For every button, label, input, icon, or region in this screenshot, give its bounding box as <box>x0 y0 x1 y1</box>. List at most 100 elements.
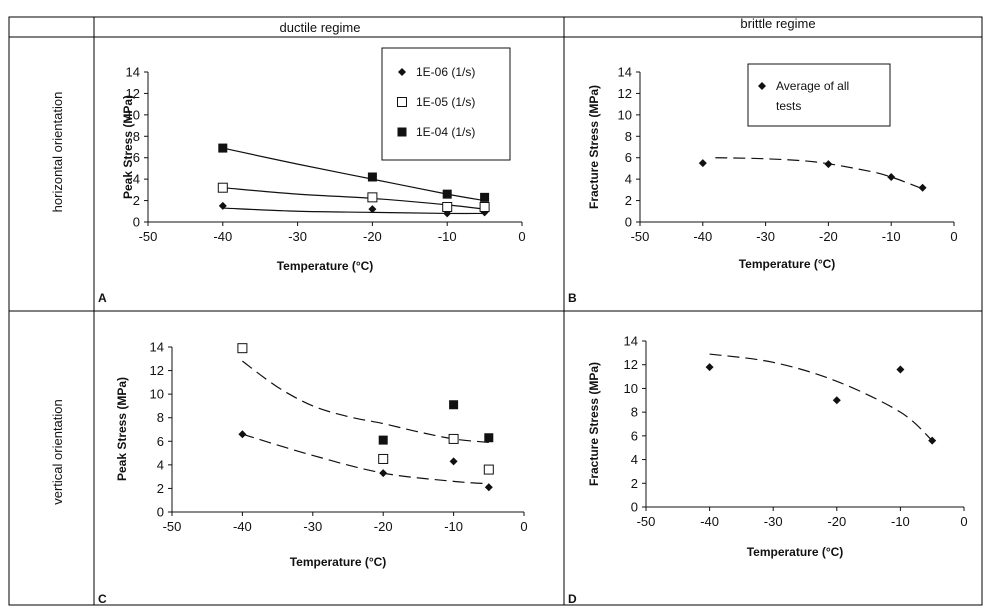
y-tick-label: 8 <box>157 410 164 425</box>
data-point-diamond <box>928 436 937 445</box>
y-axis-label: Peak Stress (MPa) <box>121 95 135 199</box>
legend-marker-open-square <box>397 97 407 107</box>
y-tick-label: 2 <box>625 193 632 208</box>
legend-label: 1E-04 (1/s) <box>416 125 475 139</box>
y-tick-label: 2 <box>157 481 164 496</box>
y-tick-label: 0 <box>157 505 164 520</box>
data-point-open-square <box>483 464 494 475</box>
data-point-diamond <box>218 201 227 210</box>
data-point-diamond <box>824 160 833 169</box>
data-point-diamond <box>238 430 247 439</box>
y-tick-label: 8 <box>133 129 140 144</box>
y-tick-label: 12 <box>150 363 164 378</box>
legend-label: Average of all <box>776 79 849 93</box>
x-tick-label: -40 <box>700 514 719 529</box>
panel-label-d: D <box>568 592 577 606</box>
x-axis-label: Temperature (°C) <box>290 555 387 569</box>
y-tick-label: 14 <box>126 65 140 80</box>
x-tick-label: -10 <box>882 229 901 244</box>
data-point-open-square <box>378 453 389 464</box>
column-header-ductile: ductile regime <box>280 20 361 35</box>
legend-marker-filled-square <box>397 127 407 137</box>
legend-marker-diamond <box>758 82 766 90</box>
x-tick-label: -40 <box>693 229 712 244</box>
y-tick-label: 14 <box>624 334 638 349</box>
x-tick-label: -40 <box>213 229 232 244</box>
y-tick-label: 14 <box>150 340 164 355</box>
x-tick-label: -20 <box>363 229 382 244</box>
x-tick-label: -30 <box>288 229 307 244</box>
data-point-filled-square <box>484 433 494 443</box>
legend-box <box>747 63 891 127</box>
y-tick-label: 0 <box>631 500 638 515</box>
data-point-open-square <box>479 202 490 212</box>
chart-panel-d: 0 2 4 6 8 10 12 14 -50 -40 -30 -20 -10 0 Temperature (… <box>587 334 968 560</box>
y-tick-label: 14 <box>618 65 632 80</box>
y-tick-label: 4 <box>631 452 638 467</box>
y-tick-label: 2 <box>631 476 638 491</box>
x-tick-label: 0 <box>950 229 957 244</box>
x-axis-label: Temperature (°C) <box>747 545 844 559</box>
data-point-diamond <box>379 469 388 478</box>
data-point-filled-square <box>367 172 377 182</box>
trend-line <box>715 157 923 190</box>
x-tick-label: -20 <box>827 514 846 529</box>
chart-panel-b: 0 2 4 6 8 10 12 14 -50 -40 -30 -20 -10 0 Temperature (… <box>587 63 958 271</box>
legend-marker-diamond <box>398 68 406 76</box>
y-axis-label: Fracture Stress (MPa) <box>587 362 601 486</box>
y-tick-label: 6 <box>157 434 164 449</box>
column-header-brittle: brittle regime <box>740 16 815 31</box>
y-tick-label: 6 <box>625 150 632 165</box>
x-tick-label: -10 <box>891 514 910 529</box>
y-tick-label: 4 <box>625 172 632 187</box>
x-tick-label: 0 <box>520 519 527 534</box>
data-point-open-square <box>367 192 378 203</box>
y-axis-label: Peak Stress (MPa) <box>115 377 129 481</box>
x-tick-label: 0 <box>518 229 525 244</box>
x-axis-label: Temperature (°C) <box>739 257 836 271</box>
data-point-filled-square <box>449 400 459 410</box>
data-point-diamond <box>832 396 841 405</box>
trend-line <box>709 353 933 442</box>
x-tick-label: -30 <box>764 514 783 529</box>
data-point-open-square <box>448 433 459 444</box>
y-tick-label: 2 <box>133 193 140 208</box>
data-point-diamond <box>918 183 927 192</box>
x-tick-label: -20 <box>819 229 838 244</box>
y-tick-label: 4 <box>133 172 140 187</box>
y-tick-label: 10 <box>150 387 164 402</box>
y-tick-label: 4 <box>157 457 164 472</box>
chart-panel-c: 0 2 4 6 8 10 12 14 -50 -40 -30 -20 -10 0 Temperature (… <box>115 340 528 570</box>
x-tick-label: -50 <box>139 229 158 244</box>
legend-label: 1E-06 (1/s) <box>416 65 475 79</box>
x-tick-label: -10 <box>438 229 457 244</box>
x-tick-label: -50 <box>631 229 650 244</box>
panel-label-b: B <box>568 291 577 305</box>
data-point-open-square <box>442 202 453 212</box>
x-tick-label: -30 <box>303 519 322 534</box>
data-point-diamond <box>368 205 377 214</box>
x-tick-label: -50 <box>637 514 656 529</box>
data-point-diamond <box>887 173 896 181</box>
data-point-diamond <box>896 365 905 374</box>
y-tick-label: 10 <box>618 107 632 122</box>
legend-label: tests <box>776 99 801 113</box>
x-tick-label: -10 <box>444 519 463 534</box>
x-tick-label: -40 <box>233 519 252 534</box>
data-point-diamond <box>484 483 493 492</box>
data-point-filled-square <box>442 189 452 199</box>
data-point-filled-square <box>378 435 388 445</box>
x-axis-label: Temperature (°C) <box>277 259 374 273</box>
data-point-open-square <box>237 343 248 354</box>
x-tick-label: -50 <box>163 519 182 534</box>
panel-label-c: C <box>98 592 107 606</box>
data-point-filled-square <box>218 143 228 153</box>
data-point-open-square <box>217 182 228 193</box>
y-axis-label: Fracture Stress (MPa) <box>587 85 601 209</box>
y-tick-label: 8 <box>625 129 632 144</box>
y-tick-label: 6 <box>631 428 638 443</box>
data-point-diamond <box>449 457 458 466</box>
y-tick-label: 6 <box>133 150 140 165</box>
chart-panel-a: 0 2 4 6 8 10 12 14 -50 -40 -30 -20 -10 0 Temperature (… <box>121 47 526 273</box>
